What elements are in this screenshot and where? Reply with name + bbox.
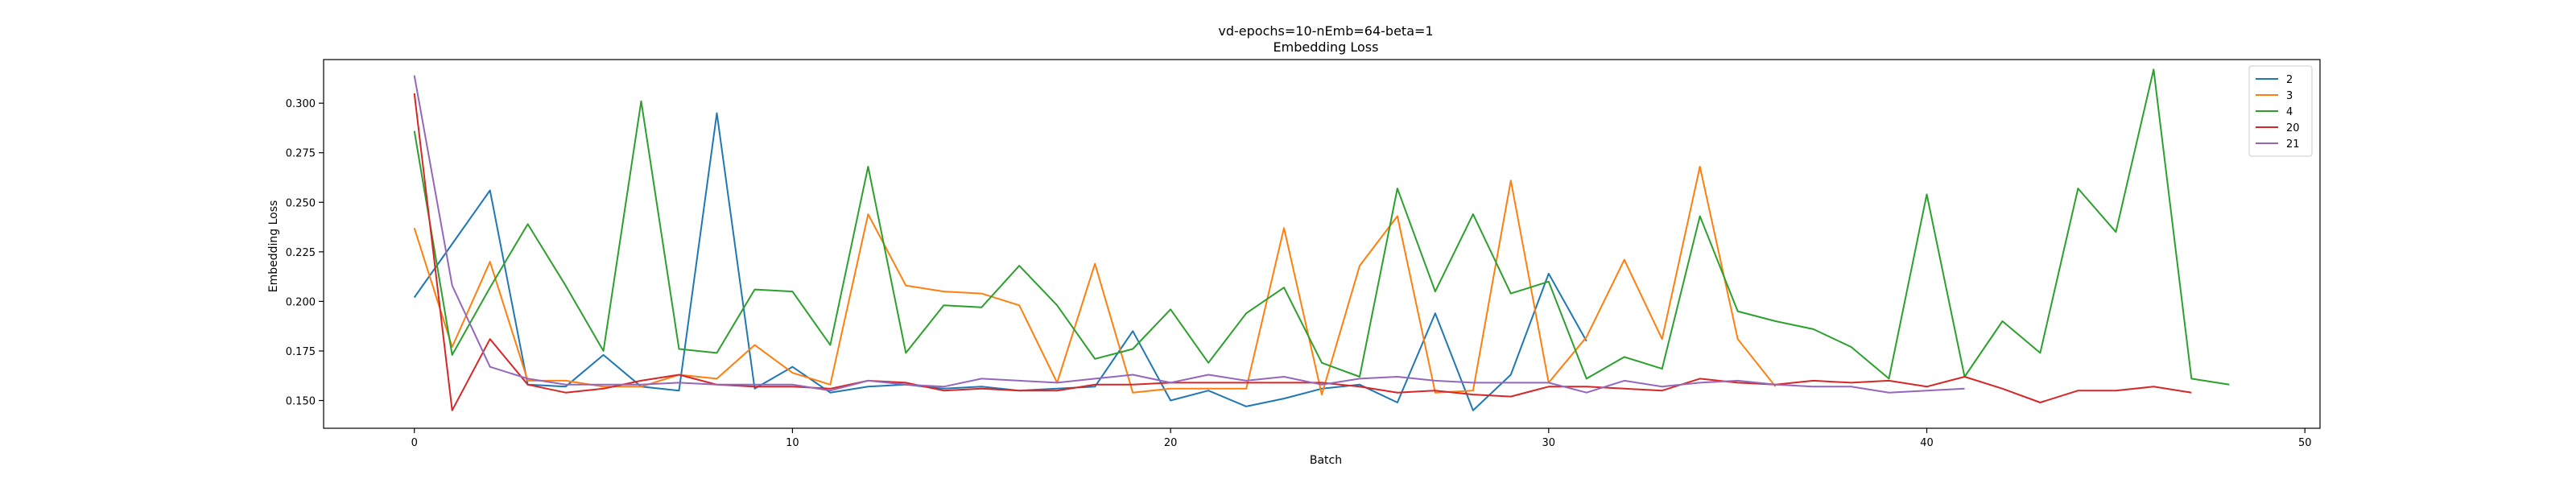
y-tick-label: 0.250 [286, 197, 316, 209]
legend-box [2248, 65, 2313, 157]
legend-label-3: 3 [2286, 90, 2293, 102]
x-tick-label: 40 [1920, 437, 1934, 449]
y-axis-label: Embedding Loss [267, 200, 280, 293]
x-axis-label: Batch [1310, 454, 1342, 467]
legend-label-4: 4 [2286, 106, 2293, 118]
x-tick-label: 10 [786, 437, 799, 449]
legend-label-20: 20 [2286, 122, 2300, 134]
chart-subtitle: Embedding Loss [1274, 39, 1379, 55]
series-line-4 [413, 68, 2230, 386]
y-tick-label: 0.300 [286, 98, 316, 110]
y-tick-label: 0.200 [286, 296, 316, 308]
y-tick-label: 0.275 [286, 148, 316, 160]
series-line-20 [413, 93, 2192, 411]
legend: 2 3 4 20 21 [2248, 65, 2313, 157]
y-tick-label: 0.175 [286, 346, 316, 358]
legend-label-21: 21 [2286, 138, 2300, 151]
x-tick-label: 20 [1164, 437, 1178, 449]
x-tick-label: 50 [2298, 437, 2312, 449]
chart-title: vd-epochs=10-nEmb=64-beta=1 [1218, 23, 1433, 39]
y-tick-label: 0.225 [286, 247, 316, 259]
axes-frame [323, 59, 2321, 429]
x-tick-label: 30 [1542, 437, 1556, 449]
series-line-2 [413, 112, 1587, 411]
legend-label-2: 2 [2286, 74, 2293, 86]
y-tick-label: 0.150 [286, 396, 316, 408]
x-tick-label: 0 [411, 437, 418, 449]
series-line-21 [413, 75, 1965, 394]
plot-area: 0 10 20 30 40 50 0.150 0.175 0.200 0.225 0.250 0.27… [286, 59, 2321, 449]
